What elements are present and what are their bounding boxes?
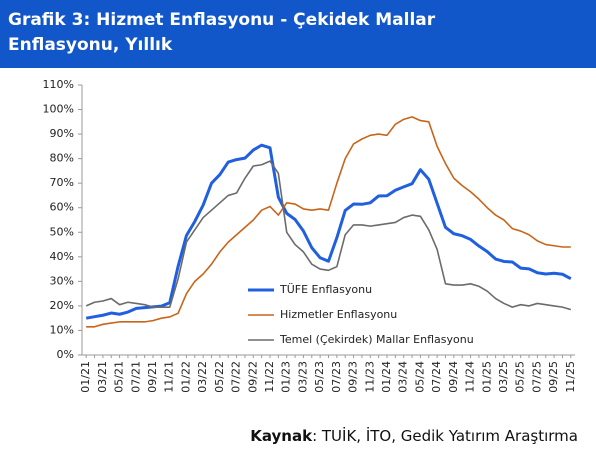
x-tick-label: 07/23 [330,361,343,393]
source: Kaynak: TUİK, İTO, Gedik Yatırım Araştır… [250,427,578,445]
x-tick-label: 07/25 [530,361,543,393]
y-tick-label: 0% [57,348,74,361]
y-tick-label: 80% [50,152,74,165]
legend-label: Temel (Çekirdek) Mallar Enflasyonu [279,333,474,346]
x-tick-label: 09/22 [246,361,259,393]
x-tick-label: 11/21 [163,361,176,393]
x-tick-label: 01/24 [380,361,393,393]
y-tick-label: 30% [50,274,74,287]
x-tick-label: 09/21 [146,361,159,393]
x-tick-label: 11/23 [363,361,376,393]
x-tick-label: 11/24 [464,361,477,393]
x-tick-label: 11/25 [564,361,577,393]
x-tick-label: 03/22 [196,361,209,393]
legend-label: TÜFE Enflasyonu [279,283,372,296]
x-tick-label: 03/21 [96,361,109,393]
series-line [85,143,572,320]
y-tick-label: 60% [50,201,74,214]
legend-label: Hizmetler Enflasyonu [280,308,397,321]
source-text: : TUİK, İTO, Gedik Yatırım Araştırma [312,427,578,445]
title-bar: Grafik 3: Hizmet Enflasyonu - Çekidek Ma… [0,0,596,68]
x-tick-label: 01/21 [79,361,92,393]
y-tick-label: 50% [50,225,74,238]
x-tick-label: 09/25 [547,361,560,393]
x-tick-label: 03/23 [296,361,309,393]
x-tick-label: 07/22 [230,361,243,393]
series-line [85,160,572,311]
y-tick-label: 90% [50,127,74,140]
x-tick-label: 01/25 [480,361,493,393]
y-tick-label: 20% [50,299,74,312]
x-tick-label: 01/22 [179,361,192,393]
y-tick-label: 110% [43,78,74,91]
y-tick-label: 40% [50,250,74,263]
source-prefix: Kaynak [250,427,313,445]
x-tick-label: 05/23 [313,361,326,393]
chart-title: Grafik 3: Hizmet Enflasyonu - Çekidek Ma… [8,10,436,55]
x-tick-label: 09/24 [447,361,460,393]
x-tick-label: 05/21 [113,361,126,393]
x-tick-label: 09/23 [347,361,360,393]
x-tick-label: 11/22 [263,361,276,393]
y-tick-label: 100% [43,103,74,116]
chart: 0% 10% 20% 30% 40% 50% 60% 70% 80% 90% 100% 110% 01/… [43,78,577,393]
x-tick-label: 05/24 [413,361,426,393]
y-tick-label: 10% [50,323,74,336]
x-tick-label: 07/24 [430,361,443,393]
series-line [86,116,571,328]
x-tick-label: 07/21 [129,361,142,393]
x-tick-label: 05/25 [514,361,527,393]
x-tick-label: 03/25 [497,361,510,393]
x-tick-label: 01/23 [280,361,293,393]
y-tick-label: 70% [50,176,74,189]
x-tick-label: 05/22 [213,361,226,393]
x-tick-label: 03/24 [397,361,410,393]
